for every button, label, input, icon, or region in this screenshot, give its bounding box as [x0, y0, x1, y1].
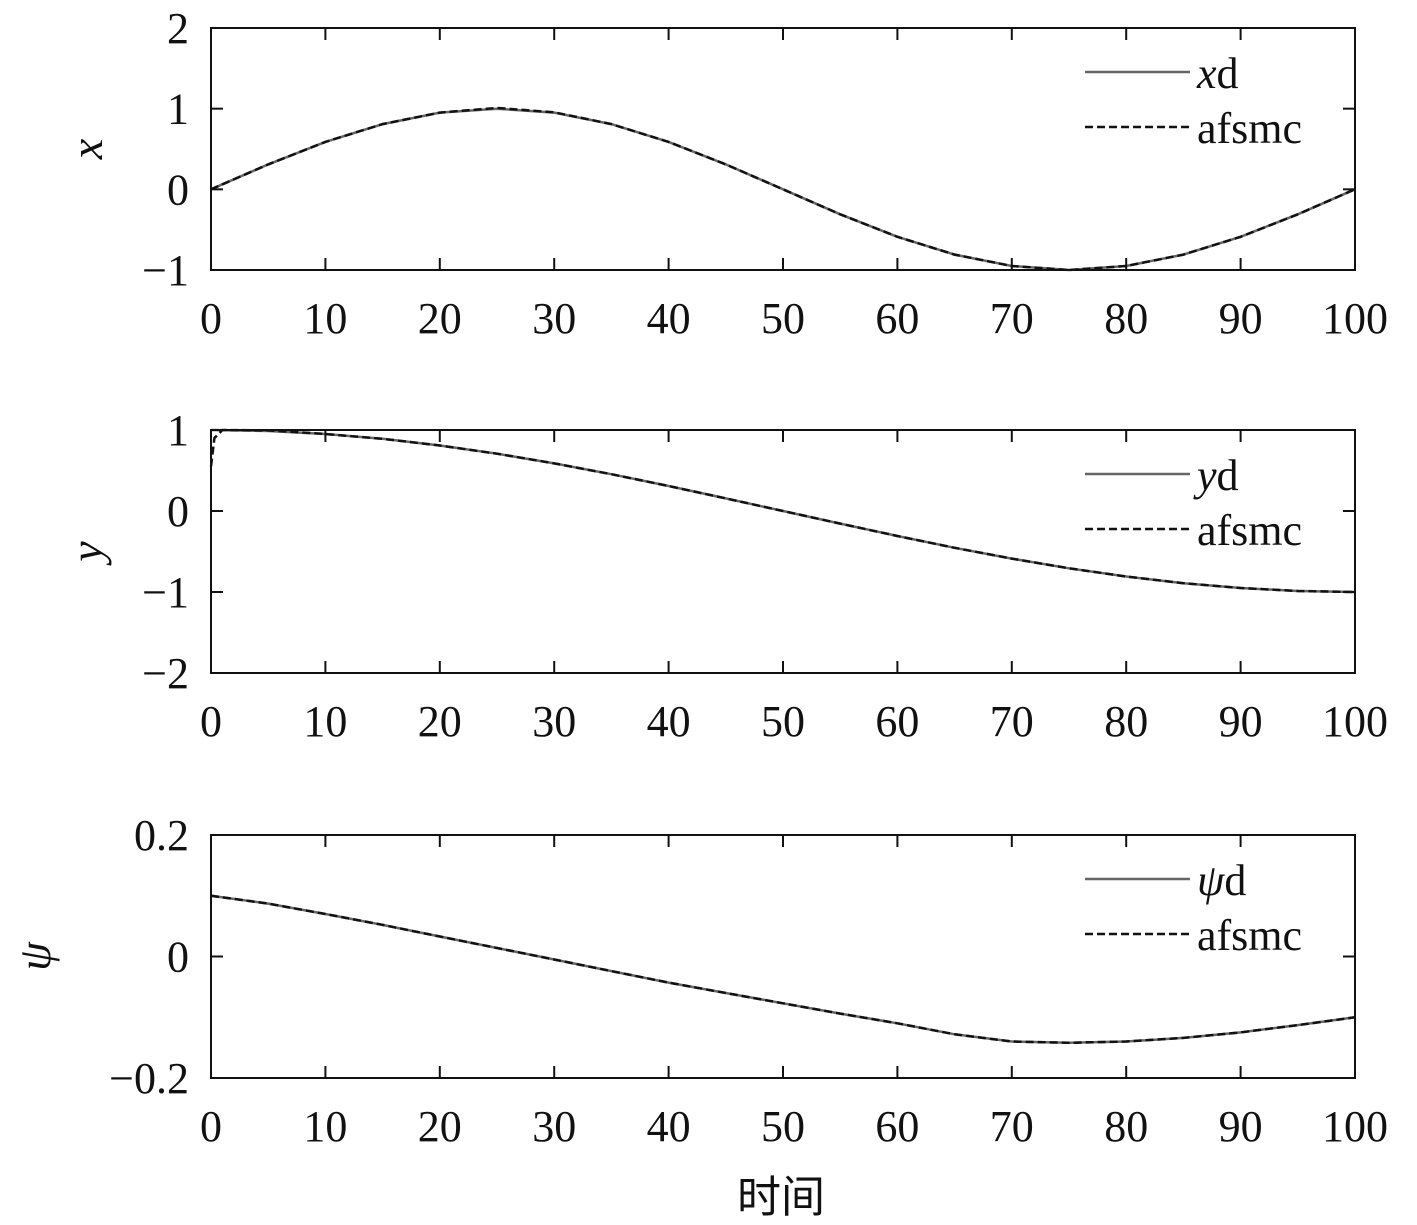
- x-tick-label: 60: [875, 697, 919, 746]
- x-tick-label: 10: [303, 697, 347, 746]
- legend: ψd afsmc: [1085, 856, 1302, 960]
- x-tick-label: 80: [1104, 1102, 1148, 1151]
- legend-label: xd: [1196, 49, 1239, 98]
- y-tick-label: −1: [142, 568, 189, 617]
- y-tick-label: 0: [167, 487, 189, 536]
- y-tick-label: 0.2: [134, 811, 189, 860]
- y-tick-label: 0: [167, 933, 189, 982]
- x-tick-label: 50: [761, 697, 805, 746]
- x-axis-label: 时间: [737, 1172, 825, 1223]
- x-tick-label: 0: [200, 1102, 222, 1151]
- axes-frame: [210, 429, 1356, 674]
- y-tick-label: −0.2: [109, 1054, 189, 1103]
- x-tick-label: 10: [303, 294, 347, 343]
- x-tick-label: 0: [200, 294, 222, 343]
- x-tick-label: 90: [1219, 697, 1263, 746]
- x-tick-label: 40: [647, 697, 691, 746]
- x-tick-label: 60: [875, 294, 919, 343]
- x-tick-label: 100: [1322, 294, 1388, 343]
- x-tick-label: 20: [418, 294, 462, 343]
- x-tick-label: 100: [1322, 697, 1388, 746]
- y-tick-label: 2: [167, 4, 189, 53]
- x-tick-label: 50: [761, 1102, 805, 1151]
- x-tick-label: 100: [1322, 1102, 1388, 1151]
- legend-label: afsmc: [1197, 911, 1302, 960]
- x-tick-label: 90: [1219, 294, 1263, 343]
- x-tick-label: 10: [303, 1102, 347, 1151]
- x-tick-label: 20: [418, 697, 462, 746]
- x-tick-label: 30: [532, 697, 576, 746]
- x-tick-label: 60: [875, 1102, 919, 1151]
- x-tick-label: 0: [200, 697, 222, 746]
- x-tick-label: 50: [761, 294, 805, 343]
- y-axis-label: y: [61, 541, 112, 566]
- axes-frame: [210, 27, 1356, 271]
- legend-label: yd: [1193, 451, 1239, 500]
- y-tick-label: 0: [167, 165, 189, 214]
- legend-label: afsmc: [1197, 506, 1302, 555]
- series-line-1: [210, 894, 1356, 1045]
- legend-label: ψd: [1197, 856, 1246, 905]
- x-tick-label: 30: [532, 1102, 576, 1151]
- axes-frame: [210, 834, 1356, 1079]
- y-axis-label: ψ: [9, 941, 60, 971]
- legend-label: afsmc: [1197, 104, 1302, 153]
- x-tick-label: 90: [1219, 1102, 1263, 1151]
- series-line-1: [209, 428, 1356, 594]
- x-tick-label: 70: [990, 1102, 1034, 1151]
- series-line-0: [210, 107, 1356, 272]
- x-tick-label: 20: [418, 1102, 462, 1151]
- x-tick-label: 40: [647, 294, 691, 343]
- series-line-0: [210, 894, 1356, 1045]
- y-axis-label: x: [61, 138, 112, 160]
- y-tick-label: 1: [167, 85, 189, 134]
- legend: xd afsmc: [1085, 49, 1302, 153]
- x-tick-label: 30: [532, 294, 576, 343]
- legend: yd afsmc: [1085, 451, 1302, 555]
- y-tick-label: −2: [142, 649, 189, 698]
- x-tick-label: 80: [1104, 294, 1148, 343]
- x-tick-label: 70: [990, 294, 1034, 343]
- x-tick-label: 40: [647, 1102, 691, 1151]
- x-tick-label: 70: [990, 697, 1034, 746]
- y-tick-label: 1: [167, 406, 189, 455]
- x-tick-label: 80: [1104, 697, 1148, 746]
- y-tick-label: −1: [142, 246, 189, 295]
